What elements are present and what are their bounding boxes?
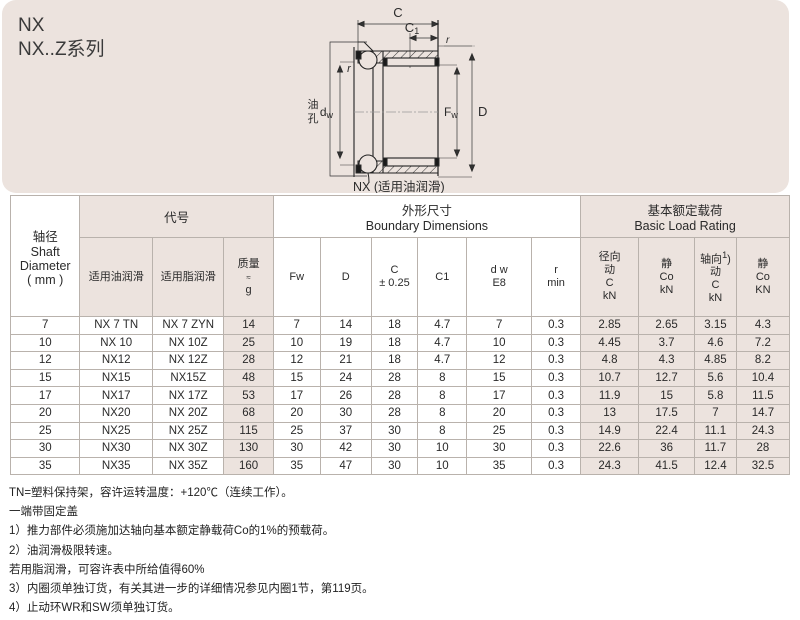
svg-text:C1: C1 <box>405 20 419 36</box>
svg-text:NX (适用油润滑): NX (适用油润滑) <box>353 180 445 193</box>
svg-text:r: r <box>347 63 352 75</box>
svg-text:dw: dw <box>320 105 334 120</box>
svg-text:孔: 孔 <box>308 112 319 125</box>
svg-text:Fw: Fw <box>444 105 458 120</box>
svg-text:r: r <box>446 35 450 46</box>
svg-text:油: 油 <box>308 97 319 111</box>
svg-text:D: D <box>478 104 487 119</box>
svg-text:C: C <box>393 5 402 20</box>
